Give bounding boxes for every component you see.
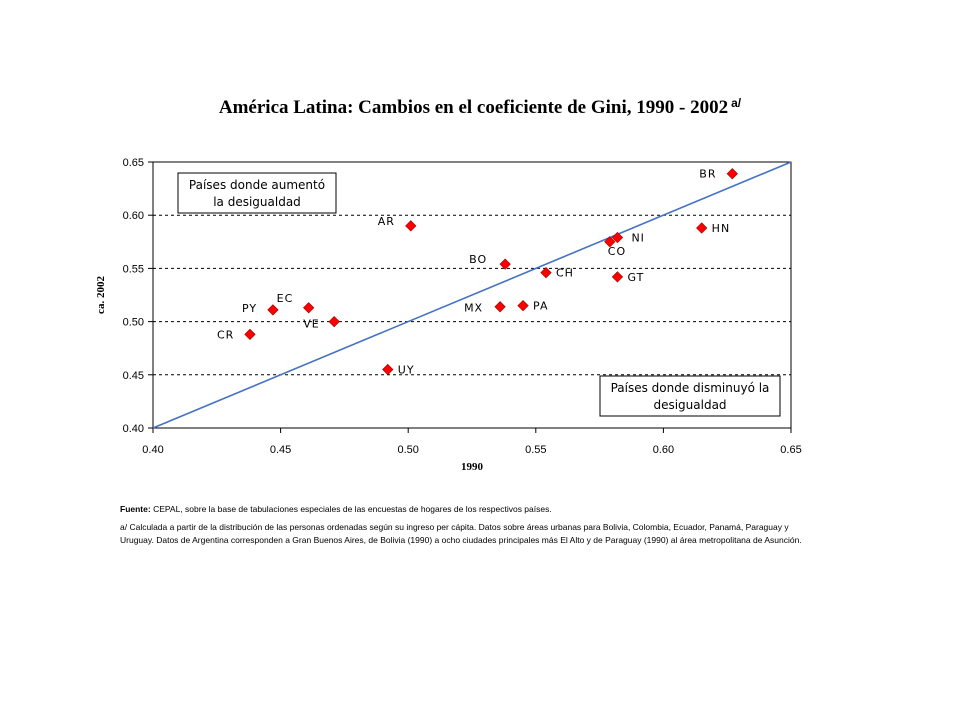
point-pa — [517, 300, 529, 312]
point-ni — [611, 231, 624, 244]
gini-scatter-chart: 0.40 0.45 0.50 0.55 0.60 0.65 0.40 0.45 0.50 0.55… — [95, 157, 802, 473]
x-tick-label: 0.55 — [525, 444, 546, 456]
point-label-ar: AR — [378, 215, 395, 228]
point-label-bo: BO — [469, 253, 487, 266]
point-cr — [244, 328, 256, 340]
annotation-text: la desigualdad — [213, 195, 301, 209]
annotation-text: Países donde disminuyó la — [611, 381, 770, 395]
x-tick-label: 0.40 — [142, 444, 163, 456]
title-footnote-mark: a/ — [731, 96, 742, 110]
x-axis-label: 1990 — [461, 461, 484, 473]
point-label-ni: NI — [631, 232, 644, 245]
point-label-mx: MX — [464, 302, 483, 315]
y-axis-label: ca. 2002 — [95, 276, 107, 314]
source-text: CEPAL, sobre la base de tabulaciones esp… — [150, 504, 552, 514]
point-label-ec: EC — [277, 292, 294, 305]
x-tick-label: 0.65 — [780, 444, 801, 456]
chart-footer: Fuente: CEPAL, sobre la base de tabulaci… — [120, 503, 820, 552]
point-gt — [611, 271, 624, 283]
y-tick-label: 0.45 — [123, 370, 144, 382]
x-tick-label: 0.45 — [270, 444, 291, 456]
point-py — [267, 304, 279, 316]
y-tick-label: 0.55 — [123, 263, 144, 275]
point-label-br: BR — [699, 168, 716, 181]
point-label-hn: HN — [712, 222, 731, 235]
equality-reference-line — [152, 161, 792, 429]
source-label: Fuente: — [120, 504, 151, 514]
point-hn — [696, 222, 708, 234]
x-tick-label: 0.60 — [653, 444, 674, 456]
y-tick-label: 0.40 — [123, 423, 144, 435]
point-label-ch: CH — [556, 267, 574, 280]
annotation-text: Países donde aumentó — [189, 178, 325, 192]
source-note: Fuente: CEPAL, sobre la base de tabulaci… — [120, 503, 820, 517]
point-label-pa: PA — [533, 300, 548, 313]
axes: 0.40 0.45 0.50 0.55 0.60 0.65 0.40 0.45 0.50 0.55… — [123, 157, 802, 456]
point-label-py: PY — [242, 302, 257, 315]
y-tick-label: 0.65 — [123, 157, 144, 169]
point-ve — [328, 315, 340, 328]
point-label-gt: GT — [627, 271, 644, 284]
point-bo — [499, 258, 511, 270]
annotation-box: Países donde disminuyó la desigualdad — [599, 375, 781, 417]
point-br — [726, 168, 738, 180]
point-ar — [405, 220, 417, 232]
point-label-ve: VE — [303, 318, 319, 331]
point-ch — [540, 267, 552, 279]
point-uy — [382, 363, 394, 376]
grid-lines — [153, 214, 791, 376]
point-label-uy: UY — [398, 363, 415, 376]
point-mx — [494, 301, 506, 313]
point-label-co: CO — [608, 245, 626, 258]
y-tick-label: 0.60 — [123, 210, 144, 222]
y-tick-label: 0.50 — [123, 317, 144, 329]
point-co — [604, 236, 616, 248]
annotation-text: desigualdad — [653, 398, 726, 412]
x-tick-label: 0.50 — [397, 444, 418, 456]
plot-area — [152, 161, 792, 429]
point-ec — [303, 302, 315, 314]
chart-title-text: América Latina: Cambios en el coeficient… — [218, 97, 729, 118]
point-label-cr: CR — [217, 328, 234, 341]
chart-title: América Latina: Cambios en el coeficient… — [0, 96, 960, 119]
footnote-a: a/ Calculada a partir de la distribución… — [120, 521, 802, 546]
annotation-box: Países donde aumentó la desigualdad — [177, 172, 337, 214]
